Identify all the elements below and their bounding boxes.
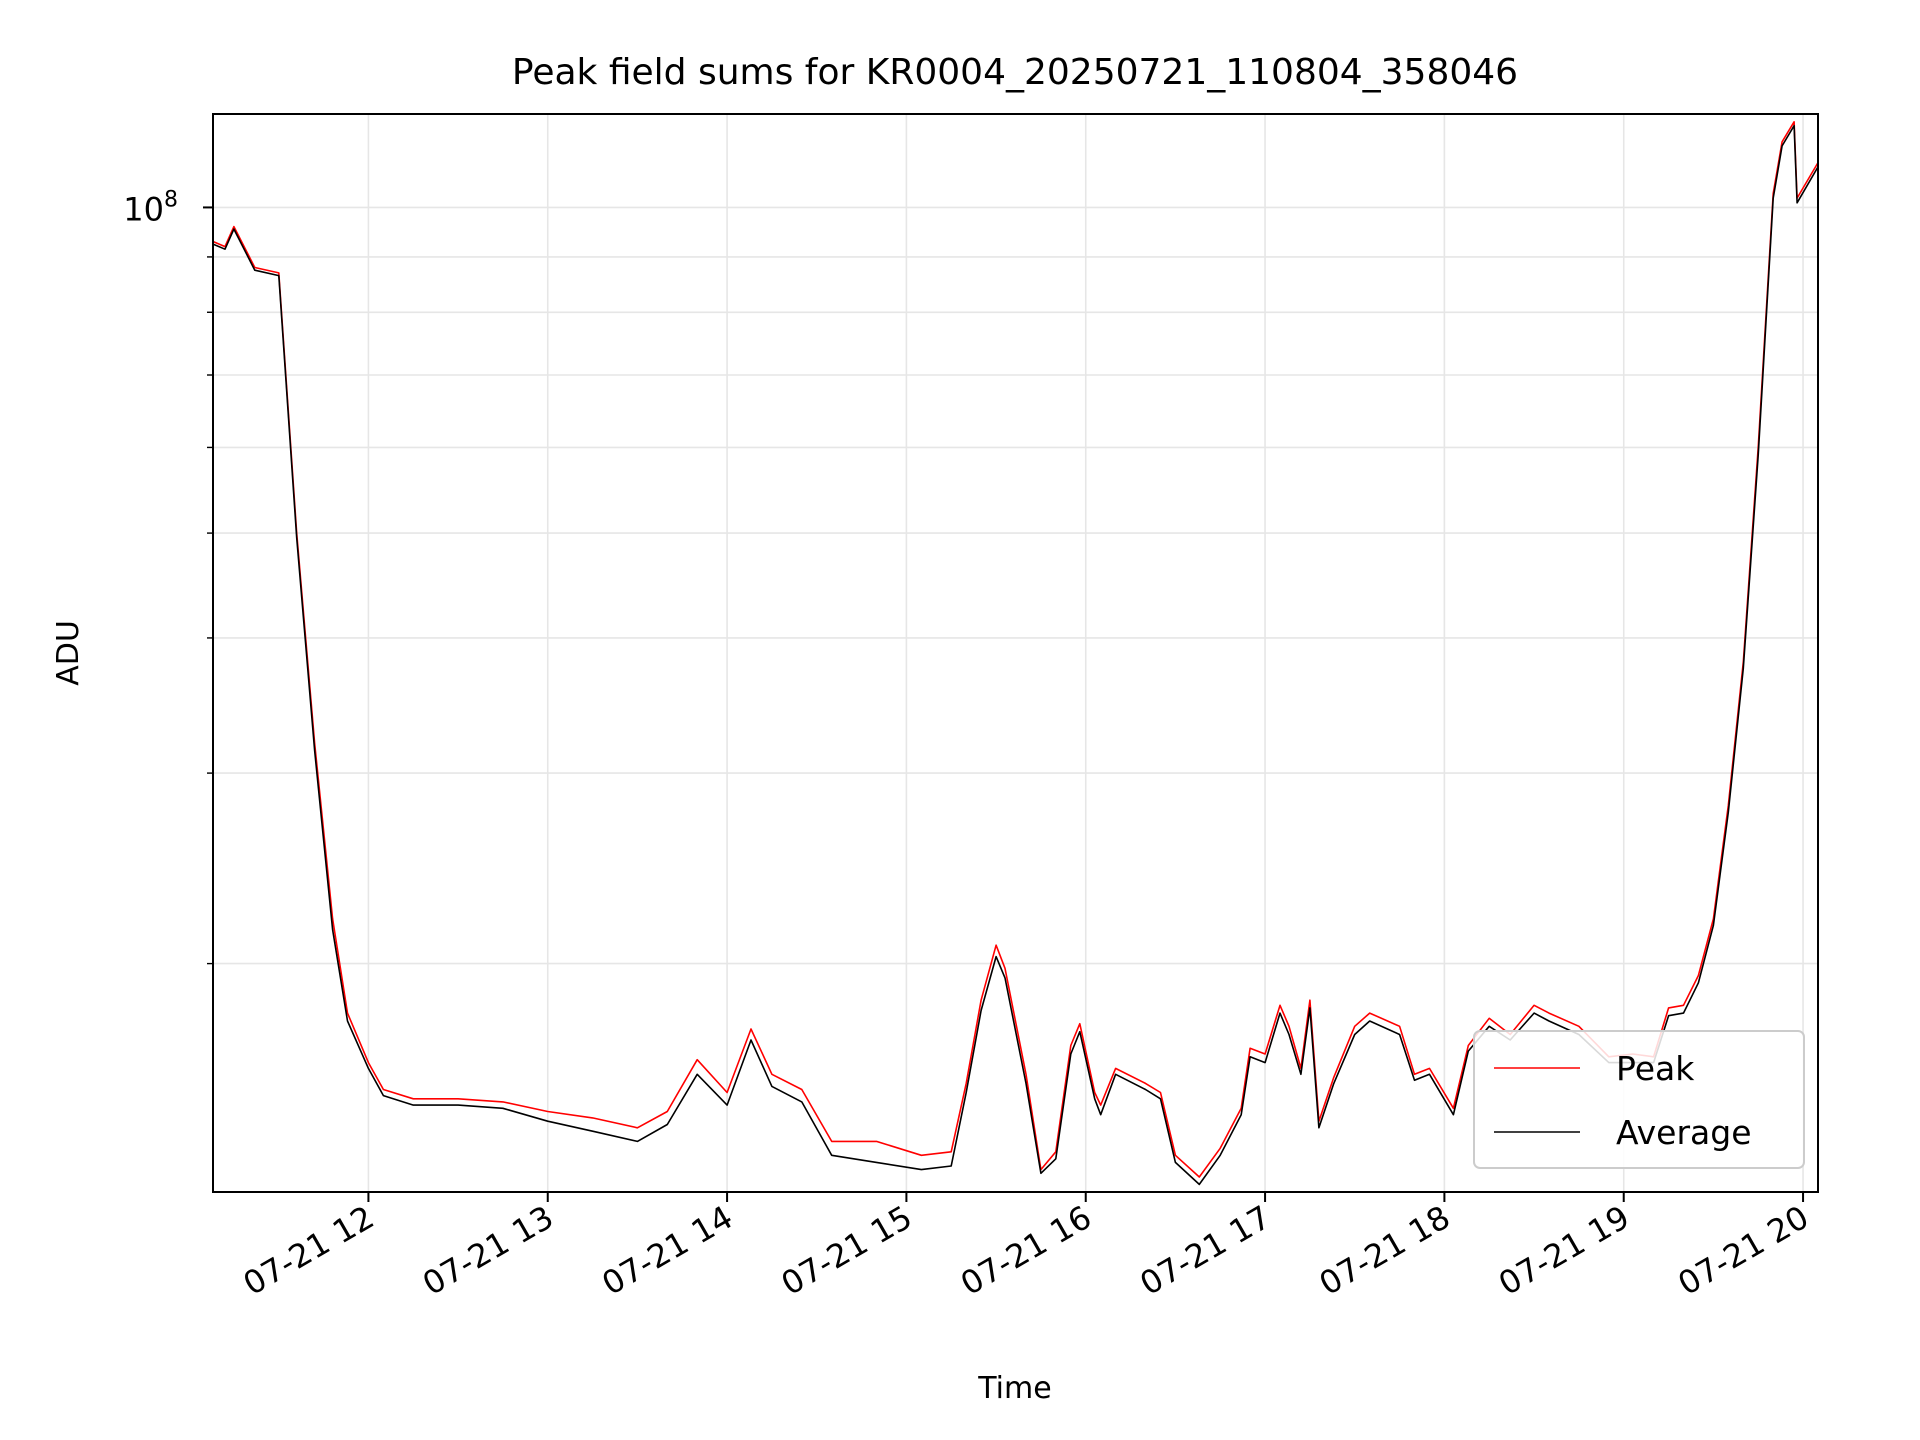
legend-label-peak: Peak	[1616, 1049, 1695, 1088]
x-axis-label: Time	[977, 1371, 1051, 1406]
gridlines	[213, 114, 1818, 1192]
plot-frame	[212, 113, 1819, 1193]
legend-box	[1473, 1030, 1805, 1169]
y-tick-label: 108	[123, 187, 178, 228]
legend-label-average: Average	[1616, 1113, 1752, 1152]
y-axis: 108	[123, 187, 213, 965]
y-axis-label: ADU	[51, 620, 86, 686]
chart-title: Peak field sums for KR0004_20250721_1108…	[512, 52, 1518, 93]
legend: Peak Average	[1473, 1030, 1805, 1169]
